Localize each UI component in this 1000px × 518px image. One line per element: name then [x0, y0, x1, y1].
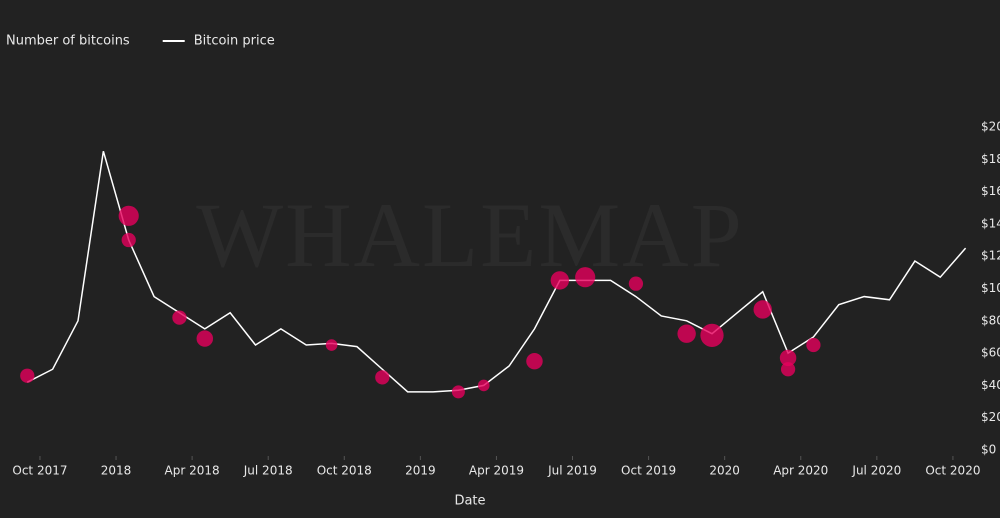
bubble	[477, 379, 490, 392]
y-tick-label: $16	[981, 184, 1000, 198]
bubble	[196, 330, 214, 347]
bubble	[779, 349, 797, 367]
x-tick-label: Jul 2019	[547, 464, 597, 478]
x-axis-label: Date	[454, 494, 485, 509]
x-tick-label: Oct 2018	[317, 464, 372, 478]
bubble	[451, 385, 465, 399]
y-tick-label: $20	[981, 410, 1000, 424]
bubble	[325, 339, 338, 351]
x-tick-label: Jul 2020	[851, 464, 901, 478]
bubble	[628, 276, 644, 291]
bubble	[806, 337, 821, 353]
x-tick-label: Oct 2017	[12, 464, 67, 478]
x-tick-label: Apr 2018	[165, 464, 220, 478]
bubble	[121, 232, 136, 248]
y-tick-label: $14	[981, 216, 1000, 230]
watermark: WHALEMAP	[196, 184, 744, 286]
x-tick-label: Jul 2018	[243, 464, 293, 478]
y-tick-label: $10	[981, 281, 1000, 295]
y-tick-label: $18	[981, 152, 1000, 166]
x-tick-label: 2018	[101, 464, 132, 478]
x-tick-label: Apr 2019	[469, 464, 524, 478]
x-tick-label: Oct 2019	[621, 464, 676, 478]
bubble	[118, 205, 139, 226]
legend-label: Bitcoin price	[194, 34, 275, 49]
bubble	[780, 362, 796, 377]
bubble	[375, 370, 390, 385]
y-tick-label: $20	[981, 120, 1000, 134]
bubble	[700, 323, 724, 347]
y-tick-label: $12	[981, 249, 1000, 263]
bubble	[550, 271, 570, 290]
y-tick-label: $60	[981, 346, 1000, 360]
x-tick-label: 2019	[405, 464, 436, 478]
bubble	[575, 267, 596, 288]
x-tick-label: Oct 2020	[925, 464, 980, 478]
bubble	[172, 310, 187, 325]
y-tick-label: $40	[981, 378, 1000, 392]
bubble	[20, 368, 35, 383]
bubble	[753, 300, 772, 319]
legend-label: Number of bitcoins	[6, 34, 130, 49]
y-tick-label: $0	[981, 443, 996, 457]
bubble	[677, 324, 696, 343]
x-tick-label: 2020	[709, 464, 740, 478]
x-tick-label: Apr 2020	[773, 464, 828, 478]
y-tick-label: $80	[981, 313, 1000, 327]
bubble	[526, 352, 543, 370]
